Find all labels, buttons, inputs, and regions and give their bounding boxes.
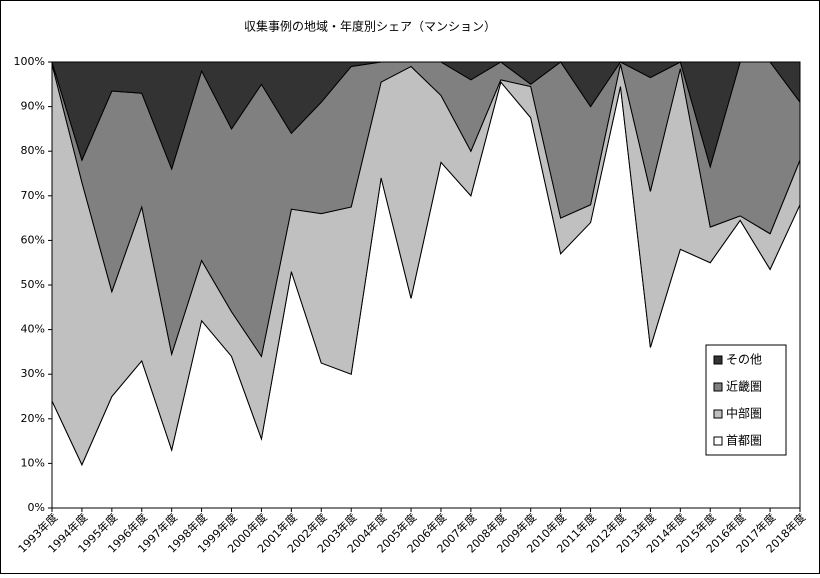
y-tick-label: 20%: [21, 412, 45, 425]
y-tick-label: 100%: [14, 55, 45, 68]
y-tick-label: 50%: [21, 278, 45, 291]
y-tick-label: 90%: [21, 100, 45, 113]
y-tick-label: 70%: [21, 189, 45, 202]
legend-label: 首都圏: [726, 434, 762, 448]
y-tick-label: 60%: [21, 233, 45, 246]
legend-label: 中部圏: [726, 406, 762, 421]
legend-swatch: [713, 436, 723, 446]
legend-label: 近畿圏: [726, 380, 762, 394]
legend-swatch: [713, 355, 723, 365]
y-tick-label: 40%: [21, 323, 45, 336]
y-tick-label: 30%: [21, 367, 45, 380]
legend-label: その他: [726, 353, 762, 367]
y-tick-label: 10%: [21, 456, 45, 469]
y-tick-label: 80%: [21, 144, 45, 157]
chart-title: 収集事例の地域・年度別シェア（マンション）: [244, 19, 496, 34]
y-tick-label: 0%: [28, 501, 45, 514]
legend-swatch: [713, 382, 723, 392]
legend-swatch: [713, 409, 723, 419]
